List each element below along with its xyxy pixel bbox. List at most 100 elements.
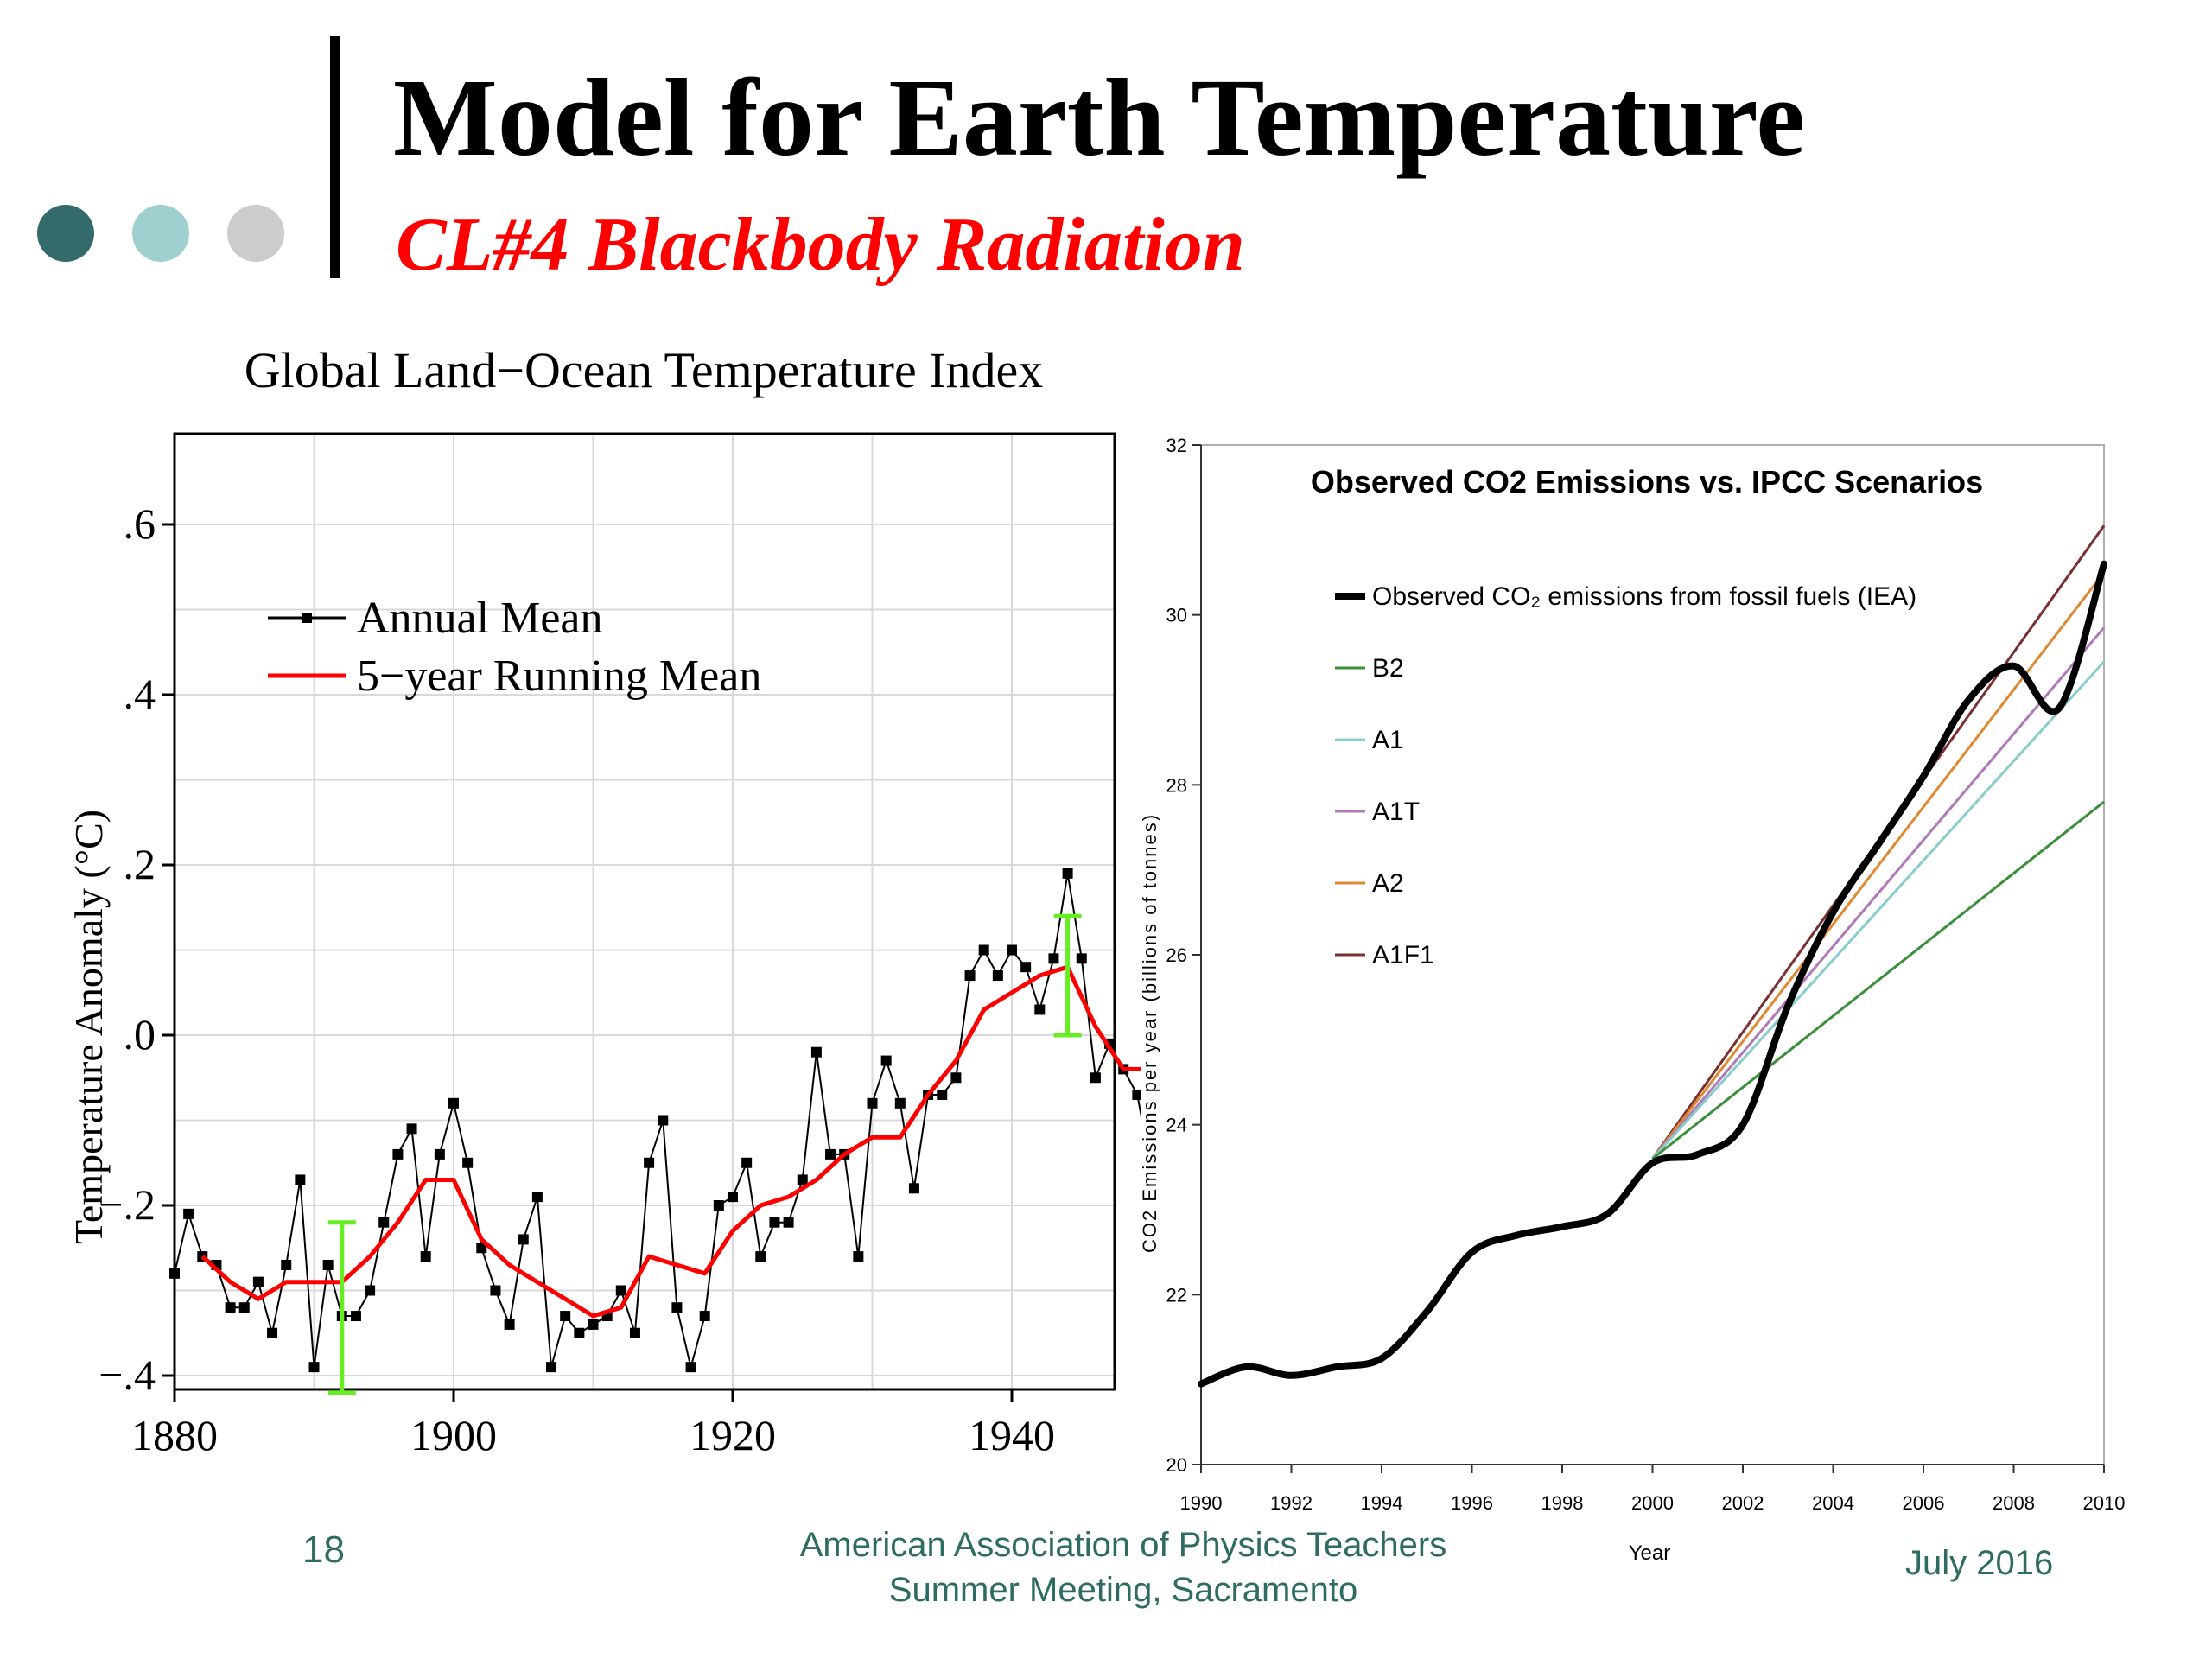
chart2-ylabel: CO2 Emissions per year (billions of tonn…	[1139, 813, 1160, 1253]
annual-mean-point	[295, 1174, 306, 1185]
scenario-line-b2	[1651, 800, 2105, 1160]
annual-mean-point	[322, 1259, 334, 1270]
annual-mean-point	[658, 1115, 669, 1126]
chart2-title: Observed CO2 Emissions vs. IPCC Scenario…	[1311, 464, 1983, 499]
annual-mean-point	[908, 1183, 919, 1194]
annual-mean-point	[937, 1089, 948, 1100]
bullet-dot-gray	[227, 205, 284, 262]
annual-mean-point	[462, 1157, 474, 1168]
chart2-y-tick-label: 26	[1166, 944, 1187, 966]
annual-mean-point	[281, 1259, 292, 1270]
annual-mean-point	[225, 1302, 236, 1313]
annual-mean-point	[867, 1097, 878, 1109]
annual-mean-point	[769, 1217, 780, 1228]
footer-date: July 2016	[1905, 1544, 2054, 1582]
chart1-x-tick-label: 1900	[410, 1411, 497, 1459]
chart1-x-tick-label: 1940	[969, 1411, 1055, 1459]
chart2-x-tick-label: 1994	[1361, 1492, 1403, 1514]
chart2-x-tick-label: 2004	[1812, 1492, 1854, 1514]
chart2-x-tick-label: 2010	[2083, 1492, 2126, 1514]
chart2-x-tick-label: 1992	[1270, 1492, 1313, 1514]
annual-mean-point	[853, 1251, 864, 1262]
annual-mean-point	[406, 1123, 417, 1135]
annual-mean-point	[1034, 1004, 1046, 1015]
chart1-ylabel: Temperature Anomaly (°C)	[67, 810, 111, 1244]
legend-label-a1: A1	[1372, 726, 1404, 754]
chart1-legend: Annual Mean 5−year Running Mean	[268, 594, 761, 701]
legend-label-observed: Observed CO₂ emissions from fossil fuels…	[1372, 582, 1916, 611]
chart2-x-tick-label: 2000	[1631, 1492, 1674, 1514]
bullet-dot-light-teal	[132, 205, 189, 262]
annual-mean-point	[880, 1055, 892, 1066]
annual-mean-point	[1076, 953, 1087, 964]
slide-title: Model for Earth Temperature	[393, 56, 1806, 179]
annual-mean-point	[238, 1302, 250, 1313]
chart1-x-tick-label: 1880	[131, 1411, 218, 1459]
annual-mean-point	[755, 1251, 766, 1262]
annual-mean-point	[671, 1302, 683, 1313]
chart2-y-tick-label: 28	[1166, 774, 1187, 796]
chart2-y-tick-label: 24	[1166, 1115, 1187, 1136]
annual-mean-point	[350, 1311, 361, 1322]
running-mean-line	[200, 964, 1141, 1319]
chart1-y-tick-label: −.2	[99, 1180, 156, 1229]
annual-mean-point	[964, 970, 976, 982]
chart1-y-tick-label: −.4	[99, 1351, 156, 1399]
footer-meeting: Summer Meeting, Sacramento	[888, 1571, 1358, 1609]
annual-mean-point	[448, 1097, 459, 1109]
annual-mean-point	[685, 1362, 696, 1373]
annual-mean-point	[810, 1046, 822, 1058]
chart2-legend: Observed CO₂ emissions from fossil fuels…	[1335, 582, 1916, 969]
chart1-y-tick-label: .6	[124, 499, 156, 548]
footer-center: American Association of Physics Teachers…	[691, 1522, 1555, 1612]
annual-mean-point	[713, 1200, 724, 1211]
annual-mean-point	[434, 1148, 445, 1160]
chart1-frame	[173, 432, 1116, 1391]
legend-running-mean-label: 5−year Running Mean	[357, 652, 761, 701]
chart1-x-tick-label: 1920	[690, 1411, 776, 1459]
annual-mean-point	[588, 1319, 599, 1330]
annual-mean-point	[518, 1234, 529, 1245]
chart1-title: Global Land−Ocean Temperature Index	[245, 342, 1044, 398]
annual-mean-point	[992, 970, 1003, 982]
chart2-y-tick-label: 22	[1166, 1284, 1187, 1306]
title-divider	[330, 36, 340, 278]
annual-mean-point	[504, 1319, 515, 1330]
legend-label-a1t: A1T	[1372, 798, 1420, 826]
annual-mean-point	[629, 1327, 640, 1338]
annual-mean-point	[950, 1072, 962, 1084]
annual-mean-point	[560, 1311, 571, 1322]
observed-co2-line	[1198, 560, 2107, 1388]
annual-mean-point	[365, 1285, 376, 1296]
annual-mean-point	[490, 1285, 501, 1296]
bullet-dot-dark	[37, 205, 94, 262]
scenario-line-a1	[1651, 660, 2106, 1160]
annual-mean-point	[169, 1268, 180, 1279]
annual-mean-point	[1048, 953, 1059, 964]
chart2-x-tick-label: 1990	[1180, 1492, 1223, 1514]
legend-annual-mean-marker	[302, 613, 312, 623]
annual-mean-point	[546, 1362, 557, 1373]
scenario-line-a1t	[1651, 626, 2106, 1160]
chart2-y-tick-label: 20	[1166, 1454, 1187, 1476]
annual-mean-point	[392, 1148, 404, 1160]
annual-mean-point	[728, 1192, 738, 1203]
chart2-x-tick-label: 2006	[1903, 1492, 1945, 1514]
chart1-y-tick-label: .4	[124, 670, 156, 718]
annual-mean-point	[1090, 1072, 1101, 1084]
annual-mean-point	[741, 1157, 753, 1168]
chart2-x-tick-label: 1998	[1541, 1492, 1584, 1514]
annual-mean-point	[644, 1157, 655, 1168]
annual-mean-point	[574, 1327, 585, 1338]
annual-mean-point	[978, 944, 989, 956]
legend-label-b2: B2	[1372, 654, 1404, 683]
annual-mean-point	[1062, 868, 1073, 879]
scenario-line-a2	[1651, 571, 2106, 1160]
annual-mean-point	[699, 1311, 710, 1322]
chart2-x-tick-label: 1996	[1451, 1492, 1493, 1514]
annual-mean-point	[615, 1285, 626, 1296]
annual-mean-line	[174, 873, 1141, 1368]
annual-mean-point	[1020, 962, 1032, 973]
legend-annual-mean-label: Annual Mean	[357, 594, 602, 643]
annual-mean-point	[531, 1192, 543, 1203]
